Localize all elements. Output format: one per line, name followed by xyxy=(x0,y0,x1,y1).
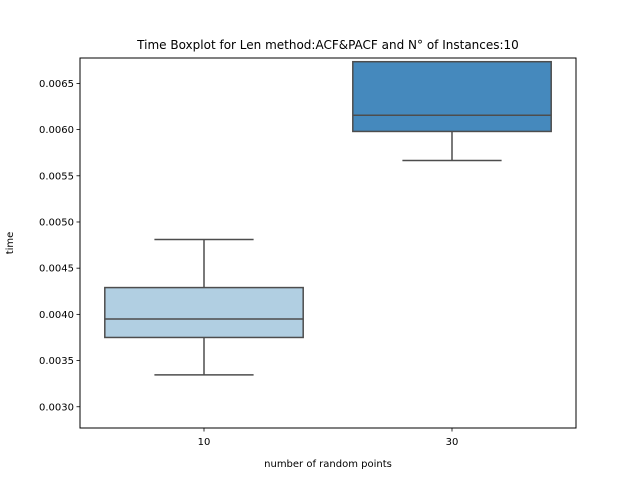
plot-area xyxy=(104,60,552,376)
y-tick-label: 0.0060 xyxy=(39,125,74,136)
iqr-box xyxy=(352,60,552,133)
x-tick-label: 30 xyxy=(446,437,459,448)
y-tick-label: 0.0065 xyxy=(39,79,74,90)
chart-title: Time Boxplot for Len method:ACF&PACF and… xyxy=(136,38,519,52)
x-tick-label: 10 xyxy=(198,437,211,448)
box-10 xyxy=(104,238,304,376)
box-30 xyxy=(352,60,552,162)
y-tick-label: 0.0045 xyxy=(39,264,74,275)
y-axis: 0.0030 0.0035 0.0040 0.0045 0.0050 0.0055 0.00… xyxy=(39,79,80,413)
y-tick-label: 0.0035 xyxy=(39,356,74,367)
y-tick-label: 0.0050 xyxy=(39,217,74,228)
x-axis-label: number of random points xyxy=(264,459,392,470)
x-axis: 10 30 xyxy=(198,428,459,448)
plot-frame xyxy=(79,57,577,429)
y-tick-label: 0.0055 xyxy=(39,171,74,182)
y-tick-label: 0.0040 xyxy=(39,310,74,321)
iqr-box xyxy=(104,286,304,339)
y-tick-label: 0.0030 xyxy=(39,402,74,413)
y-axis-label: time xyxy=(5,232,16,255)
